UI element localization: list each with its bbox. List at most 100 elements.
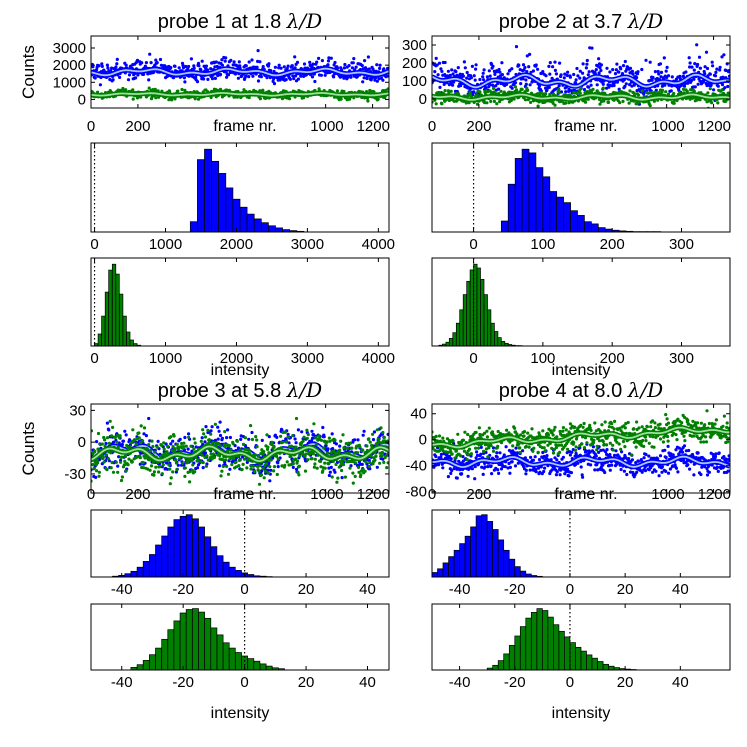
scatter-point [664, 69, 668, 73]
scatter-point [272, 69, 276, 74]
scatter-point [253, 453, 257, 457]
scatter-point [285, 440, 289, 444]
scatter-point [532, 446, 536, 450]
scatter-point [526, 88, 530, 92]
scatter-point [131, 428, 135, 432]
scatter-point [610, 422, 614, 426]
scatter-point [579, 465, 583, 469]
scatter-point [536, 104, 540, 108]
scatter-point [574, 78, 578, 82]
scatter-point [672, 91, 676, 96]
scatter-point [382, 460, 386, 464]
scatter-point [157, 470, 161, 474]
scatter-point [716, 469, 720, 473]
scatter-point [591, 87, 595, 91]
scatter-point [499, 89, 503, 93]
scatter-point [660, 465, 665, 469]
scatter-point [169, 66, 173, 70]
scatter-point [325, 440, 329, 444]
scatter-point [231, 442, 235, 446]
scatter-point [585, 441, 589, 445]
scatter-point [281, 430, 285, 434]
scatter-point [181, 445, 186, 449]
scatter-point [210, 425, 214, 429]
scatter-point [375, 465, 379, 469]
scatter-point [614, 437, 618, 441]
histogram-bar [97, 333, 102, 347]
scatter-point [465, 70, 469, 75]
scatter-point [131, 97, 135, 101]
histogram-bar [542, 176, 551, 233]
scatter-point [176, 89, 180, 93]
scatter-point [546, 433, 551, 437]
scatter-point [313, 457, 317, 461]
scatter-point [478, 432, 482, 437]
scatter-point [441, 466, 445, 470]
scatter-point [511, 444, 515, 448]
scatter-point [195, 80, 200, 84]
scatter-point [204, 425, 208, 429]
scatter-point [485, 75, 489, 79]
histogram-bar [130, 570, 138, 578]
scatter-point [302, 62, 307, 66]
scatter-point [461, 455, 465, 459]
scatter-point [466, 432, 470, 437]
scatter-point [499, 467, 504, 471]
scatter-point [276, 465, 280, 469]
histogram-bar [155, 544, 162, 578]
scatter-point [635, 470, 639, 474]
scatter-point [618, 101, 622, 105]
scatter-point [554, 443, 558, 447]
scatter-point [475, 450, 479, 454]
scatter-point [195, 466, 200, 470]
scatter-point [107, 441, 111, 445]
scatter-point [193, 470, 197, 474]
scatter-point [92, 466, 96, 470]
scatter-point [141, 461, 145, 465]
histogram-bar [136, 664, 144, 671]
scatter-point [310, 75, 315, 79]
scatter-point [584, 449, 589, 453]
scatter-point [243, 436, 247, 440]
scatter-point [605, 66, 609, 70]
scatter-point [333, 438, 337, 442]
scatter-point [567, 87, 571, 91]
scatter-point [351, 61, 355, 65]
scatter-point [221, 464, 225, 468]
scatter-point [483, 101, 487, 105]
scatter-point [475, 453, 480, 457]
scatter-point [190, 468, 194, 472]
scatter-point [585, 62, 589, 66]
histogram-bar [204, 148, 212, 233]
scatter-point [123, 429, 127, 433]
scatter-point [439, 455, 443, 459]
scatter-point [342, 66, 346, 70]
scatter-point [380, 454, 384, 458]
histogram-bar [198, 526, 205, 578]
scatter-point [557, 84, 561, 88]
scatter-point [688, 467, 692, 471]
scatter-point [720, 55, 724, 59]
scatter-point [515, 451, 520, 455]
scatter-point [203, 451, 208, 455]
scatter-point [347, 64, 351, 68]
scatter-point [721, 75, 725, 79]
scatter-point [226, 472, 231, 476]
histogram-bar [259, 663, 267, 671]
scatter-point [645, 91, 649, 95]
scatter-point [521, 449, 525, 453]
scatter-point [696, 451, 700, 455]
scatter-point [446, 475, 450, 479]
scatter-point [300, 452, 304, 456]
scatter-point [206, 458, 210, 462]
scatter-point [500, 61, 504, 65]
scatter-point [247, 437, 251, 441]
scatter-point [386, 451, 389, 455]
scatter-point [187, 432, 191, 436]
scatter-point [600, 423, 604, 427]
scatter-point [226, 73, 231, 77]
scatter-point [149, 464, 154, 468]
scatter-point [251, 464, 255, 468]
scatter-point [708, 72, 712, 76]
histogram-bar [253, 660, 261, 671]
